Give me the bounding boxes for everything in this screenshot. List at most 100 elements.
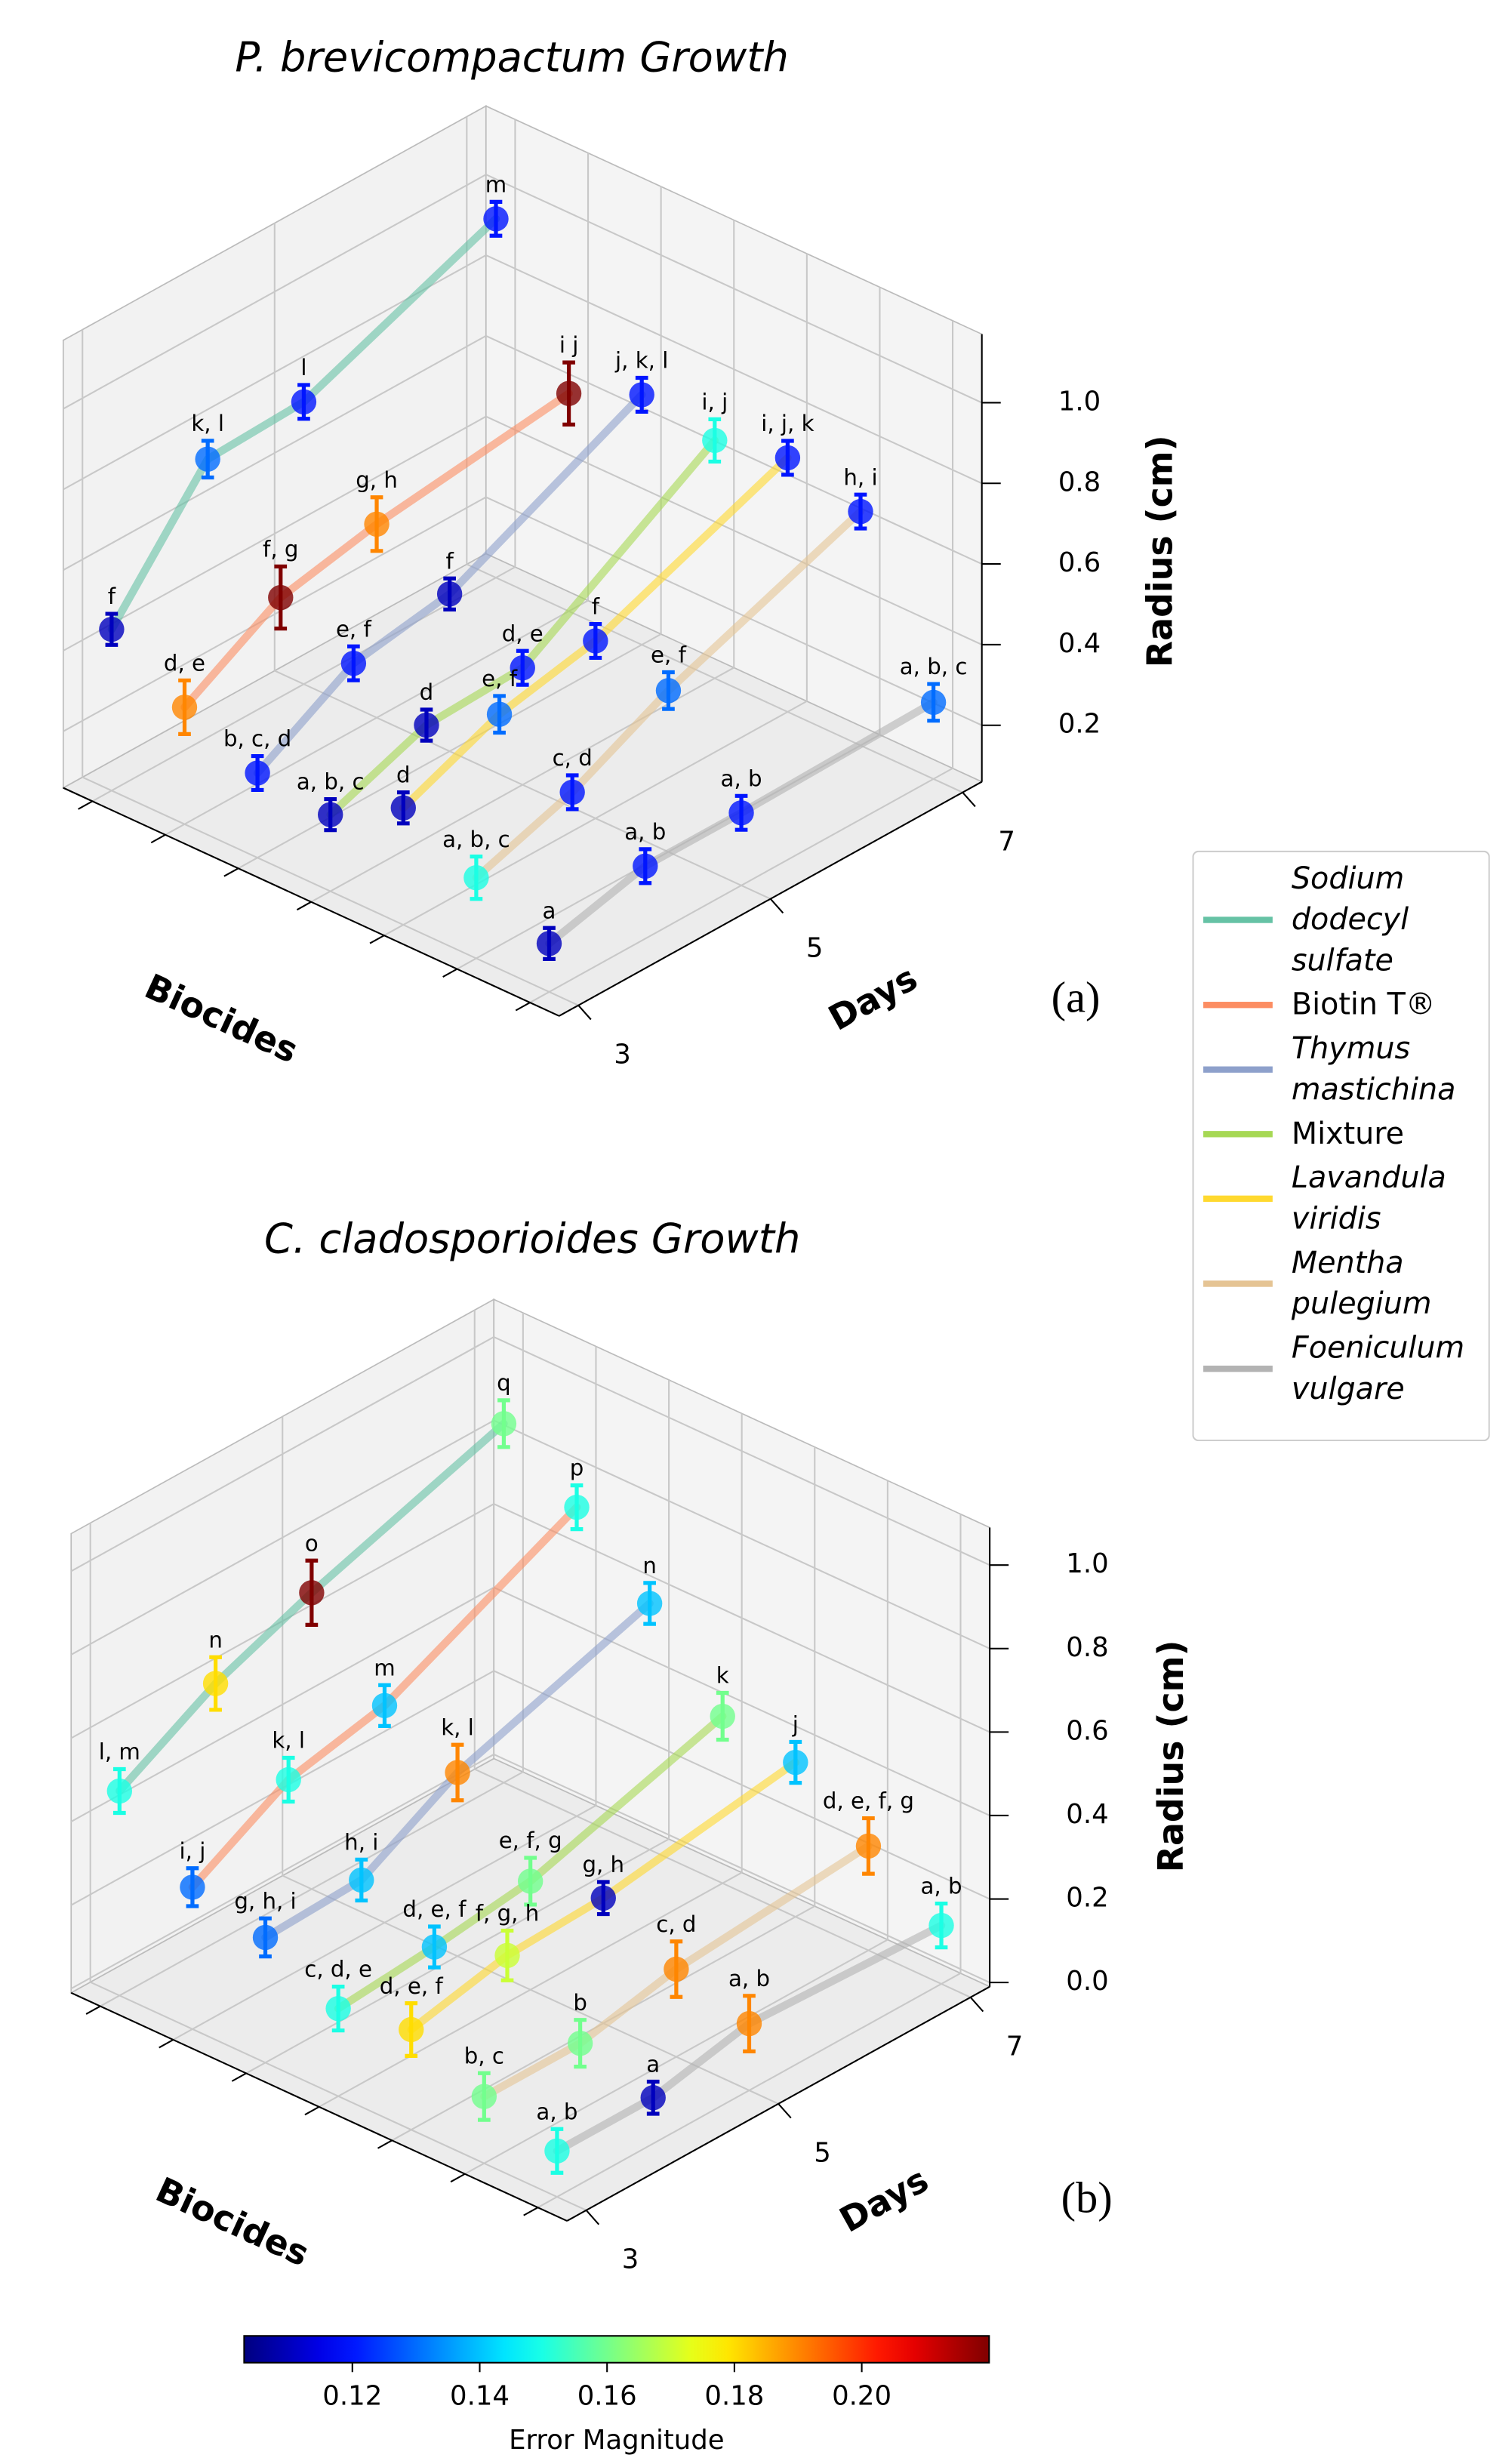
series-line [180, 389, 573, 712]
error-bar [305, 1558, 319, 1628]
legend-swatch [1203, 1366, 1273, 1372]
tick-mark [969, 1997, 984, 2013]
significance-label: i, j [180, 1838, 206, 1864]
series-line [326, 436, 719, 819]
error-bar [470, 855, 483, 901]
legend-entry: Biotin T® [1203, 984, 1479, 1025]
error-bar [550, 2127, 564, 2175]
significance-label: c, d [553, 745, 593, 771]
significance-label: i, j [701, 389, 728, 414]
significance-label: e, f [482, 666, 518, 691]
error-bar [493, 694, 506, 735]
error-bar [201, 439, 214, 480]
error-bar [274, 564, 288, 631]
z-axis-label: Radius (cm) [1139, 435, 1180, 667]
tick-mark [769, 898, 784, 914]
significance-label: o [305, 1530, 319, 1556]
significance-label: a, b [536, 2099, 577, 2124]
legend-entry: Mixture [1203, 1113, 1479, 1154]
tick-mark [515, 1002, 531, 1012]
legend-label: Sodium dodecyl sulfate [1291, 861, 1409, 978]
series-line [480, 1842, 873, 2101]
error-bar [378, 1683, 391, 1729]
significance-label: d [420, 679, 434, 705]
significance-label: a [543, 898, 556, 923]
grid-line [537, 1972, 961, 2209]
tick-mark [778, 2103, 792, 2119]
significance-label: b, c, d [223, 726, 291, 752]
chart-title: P. brevicompactum Growth [235, 33, 788, 81]
x-tick-label: 7 [1006, 2031, 1024, 2062]
legend-swatch [1203, 1066, 1273, 1073]
error-bar [178, 678, 191, 736]
axis-line [566, 1985, 990, 2222]
error-bar [927, 682, 940, 723]
significance-label: a, b, c [900, 654, 968, 679]
error-bar [854, 492, 867, 531]
error-bar [734, 793, 748, 832]
colorbar [243, 2335, 990, 2364]
colorbar-label: Error Magnitude [509, 2425, 725, 2456]
significance-label: l [300, 355, 306, 380]
error-bar [405, 2001, 418, 2058]
grid-line [91, 566, 516, 802]
tick-mark [442, 968, 457, 978]
significance-label: f, g, h [476, 1901, 539, 1927]
tick-mark [78, 800, 93, 810]
error-bar [596, 1880, 610, 1917]
significance-label: q [497, 1370, 511, 1396]
significance-label: a, b [721, 765, 762, 791]
error-bar [524, 1856, 537, 1907]
error-bar [670, 1939, 683, 1999]
colorbar-tick-label: 0.12 [322, 2381, 382, 2412]
tick-mark [450, 2173, 466, 2183]
significance-label: c, d, e [304, 1957, 372, 1982]
tick-mark [369, 935, 385, 944]
significance-label: b [573, 1990, 587, 2016]
y-axis-label: Biocides [150, 2169, 316, 2275]
error-bar [574, 2018, 587, 2069]
colorbar-tick-label: 0.16 [577, 2381, 637, 2412]
significance-label: b, c [464, 2043, 504, 2068]
significance-label: f, g [263, 537, 298, 562]
significance-label: h, i [344, 1829, 378, 1855]
significance-label: h, i [843, 464, 877, 490]
error-bar [643, 1581, 656, 1626]
z-tick-label: 0.6 [1058, 547, 1101, 578]
significance-label: a, b [921, 1874, 962, 1899]
significance-label: k, l [272, 1728, 305, 1754]
series-line [334, 1712, 727, 2013]
error-bar [516, 648, 529, 687]
significance-label: g, h [582, 1852, 624, 1877]
error-bar [500, 1928, 514, 1982]
grid-line [238, 633, 662, 870]
y-axis-label: Biocides [139, 966, 304, 1071]
error-bar [186, 1866, 199, 1908]
legend-entry: Foeniculum vulgare [1203, 1328, 1479, 1409]
tick-mark [577, 1005, 592, 1021]
series-line [188, 1503, 581, 1892]
legend: Sodium dodecyl sulfate Biotin T® Thymus ma… [1192, 850, 1490, 1442]
z-tick-label: 0.2 [1066, 1883, 1108, 1914]
error-bar [347, 644, 360, 682]
legend-swatch [1203, 1280, 1273, 1287]
legend-swatch [1203, 1131, 1273, 1138]
z-tick-label: 0.0 [1066, 1966, 1108, 1997]
grid-line [245, 1838, 670, 2074]
error-bar [251, 753, 264, 793]
z-tick-label: 0.4 [1058, 628, 1101, 659]
tick-mark [231, 2072, 247, 2082]
error-bar [331, 1985, 345, 2033]
chart: 3 5 7 0.0 0.2 0.4 0.6 0.8 1.0 C. cladosporioides … [69, 1215, 1191, 2275]
grid-line [464, 1939, 888, 2175]
significance-label: g, h [356, 467, 398, 493]
tick-mark [150, 833, 166, 844]
legend-box: Sodium dodecyl sulfate Biotin T® Thymus ma… [1192, 850, 1490, 1442]
error-bar [396, 790, 410, 826]
significance-label: e, f [651, 642, 687, 668]
error-bar [428, 1924, 441, 1970]
significance-label: d, e, f [402, 1896, 467, 1922]
error-bar [355, 1857, 368, 1903]
legend-swatch [1203, 916, 1273, 923]
